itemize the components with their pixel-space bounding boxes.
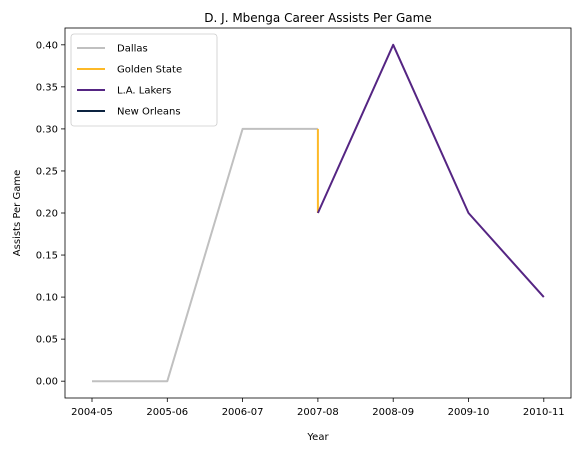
y-tick-label: 0.30	[36, 124, 58, 135]
y-tick-label: 0.00	[36, 377, 58, 388]
y-tick-label: 0.20	[36, 209, 58, 220]
x-tick-label: 2009-10	[448, 407, 490, 418]
y-tick-label: 0.40	[36, 40, 58, 51]
x-tick-label: 2010-11	[523, 407, 565, 418]
x-axis: 2004-05 2005-06 2006-07 2007-08 2008-09 2009-…	[71, 398, 565, 418]
y-tick-label: 0.15	[36, 251, 58, 262]
x-tick-label: 2006-07	[222, 407, 264, 418]
series-line-l-a-lakers	[316, 43, 545, 298]
y-axis: 0.00 0.05 0.10 0.15 0.20 0.25 0.30 0.35 0.40	[36, 40, 65, 388]
y-axis-label: Assists Per Game	[12, 170, 23, 256]
x-tick-label: 2007-08	[297, 407, 339, 418]
series-line-dallas	[92, 127, 318, 383]
y-tick-label: 0.10	[36, 293, 58, 304]
y-tick-label: 0.35	[36, 82, 58, 93]
x-tick-label: 2008-09	[372, 407, 414, 418]
legend-label-golden-state: Golden State	[117, 65, 182, 76]
legend: Dallas Golden State L.A. Lakers New Orleans	[70, 33, 218, 127]
y-tick-label: 0.05	[36, 335, 58, 346]
x-axis-label: Year	[306, 432, 329, 443]
series-lines	[92, 43, 545, 383]
chart-title: D. J. Mbenga Career Assists Per Game	[204, 11, 431, 25]
legend-box	[70, 33, 218, 127]
legend-label-l-a-lakers: L.A. Lakers	[117, 86, 171, 97]
x-tick-label: 2004-05	[71, 407, 113, 418]
legend-label-dallas: Dallas	[117, 44, 148, 55]
legend-label-new-orleans: New Orleans	[117, 107, 181, 118]
x-tick-label: 2005-06	[146, 407, 188, 418]
y-tick-label: 0.25	[36, 166, 58, 177]
